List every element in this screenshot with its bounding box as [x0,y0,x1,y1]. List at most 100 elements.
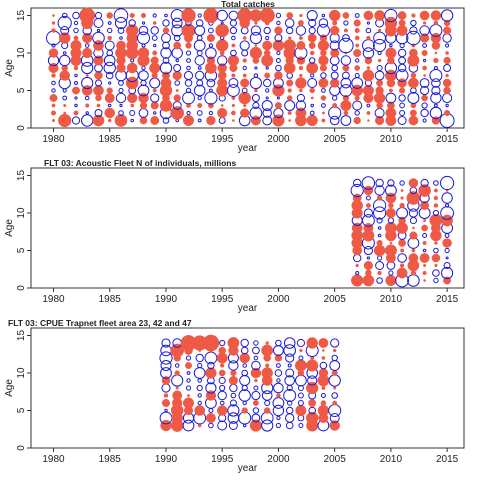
positive-residual-point [227,54,240,67]
negative-residual-point [241,369,248,377]
negative-residual-point [114,16,128,30]
negative-residual-point [228,360,239,371]
positive-residual-point [82,47,93,59]
negative-residual-point [217,55,228,66]
negative-residual-point [185,87,192,94]
negative-residual-point [376,65,383,71]
negative-residual-point [194,25,206,36]
positive-residual-point [272,114,285,127]
negative-residual-point [193,39,206,52]
positive-residual-point [384,222,397,234]
negative-residual-point [340,77,352,89]
positive-residual-point [365,203,371,208]
positive-residual-point [250,115,261,126]
negative-residual-point [329,115,340,126]
negative-residual-point [431,85,441,96]
negative-residual-point [373,206,387,220]
negative-residual-point [242,363,247,368]
negative-residual-point [274,369,283,377]
positive-residual-point [363,10,374,21]
negative-residual-point [285,421,294,430]
negative-residual-point [107,103,112,108]
negative-residual-point [321,88,326,93]
negative-residual-point [60,26,70,35]
positive-residual-point [250,367,262,379]
positive-residual-point [419,253,430,263]
negative-residual-point [240,346,249,355]
x-tick-label: 2005 [324,294,347,305]
positive-residual-point [197,103,203,108]
negative-residual-point [319,361,328,370]
positive-residual-point [433,203,439,208]
negative-residual-point [96,28,101,33]
negative-residual-point [196,110,203,116]
negative-residual-point [262,108,272,118]
negative-residual-point [150,26,159,35]
positive-residual-point [376,79,384,87]
negative-residual-point [153,43,157,48]
positive-residual-point [366,66,371,70]
positive-residual-point [231,103,236,108]
negative-residual-point [186,58,191,63]
negative-residual-point [331,354,338,362]
negative-residual-point [443,262,451,269]
x-tick-label: 2015 [436,294,459,305]
chart-title: Total catches [221,0,275,9]
negative-residual-point [361,176,376,190]
negative-residual-point [429,69,443,82]
negative-residual-point [421,102,428,109]
negative-residual-point [362,214,375,227]
negative-residual-point [318,18,329,28]
negative-residual-point [298,423,304,428]
x-tick-label: 2010 [380,294,403,305]
positive-residual-point [443,86,451,95]
negative-residual-point [185,355,192,361]
positive-residual-point [443,26,452,35]
negative-residual-point [363,245,373,256]
negative-residual-point [219,400,225,406]
negative-residual-point [385,92,397,104]
positive-residual-point [239,352,250,364]
negative-residual-point [445,103,449,108]
negative-residual-point [160,47,172,59]
positive-residual-point [399,263,405,268]
positive-residual-point [318,78,329,88]
positive-residual-point [231,110,236,116]
negative-residual-point [330,71,339,80]
negative-residual-point [186,65,191,71]
negative-residual-point [340,115,352,126]
negative-residual-point [273,345,284,356]
negative-residual-point [51,80,56,86]
negative-residual-point [85,111,89,115]
y-tick-label: 5 [16,407,27,413]
negative-residual-point [197,362,203,369]
negative-residual-point [273,382,284,394]
negative-residual-point [151,35,158,41]
positive-residual-point [434,241,438,245]
negative-residual-point [252,101,260,110]
positive-residual-point [220,363,225,368]
chart-title: FLT 03: CPUE Trapnet fleet area 23, 42 a… [8,318,192,328]
negative-residual-point [422,233,428,238]
x-tick-label: 1995 [211,134,234,145]
positive-residual-point [332,20,338,26]
positive-residual-point [306,114,318,127]
chart-panel-1: Total catches 1980 1985 1990 1995 2000 2005 201… [4,0,465,154]
positive-residual-point [274,26,283,35]
negative-residual-point [159,351,173,365]
positive-residual-point [206,33,215,43]
negative-residual-point [276,20,281,26]
negative-residual-point [263,26,271,35]
positive-residual-point [375,115,385,126]
positive-residual-point [296,56,306,65]
negative-residual-point [217,420,228,431]
positive-residual-point [286,12,294,19]
positive-residual-point [254,378,258,383]
negative-residual-point [51,43,56,48]
negative-residual-point [216,9,228,22]
negative-residual-point [384,8,398,23]
x-tick-label: 2005 [324,454,347,465]
positive-residual-point [329,420,340,431]
positive-residual-point [238,91,251,105]
negative-residual-point [406,30,421,46]
